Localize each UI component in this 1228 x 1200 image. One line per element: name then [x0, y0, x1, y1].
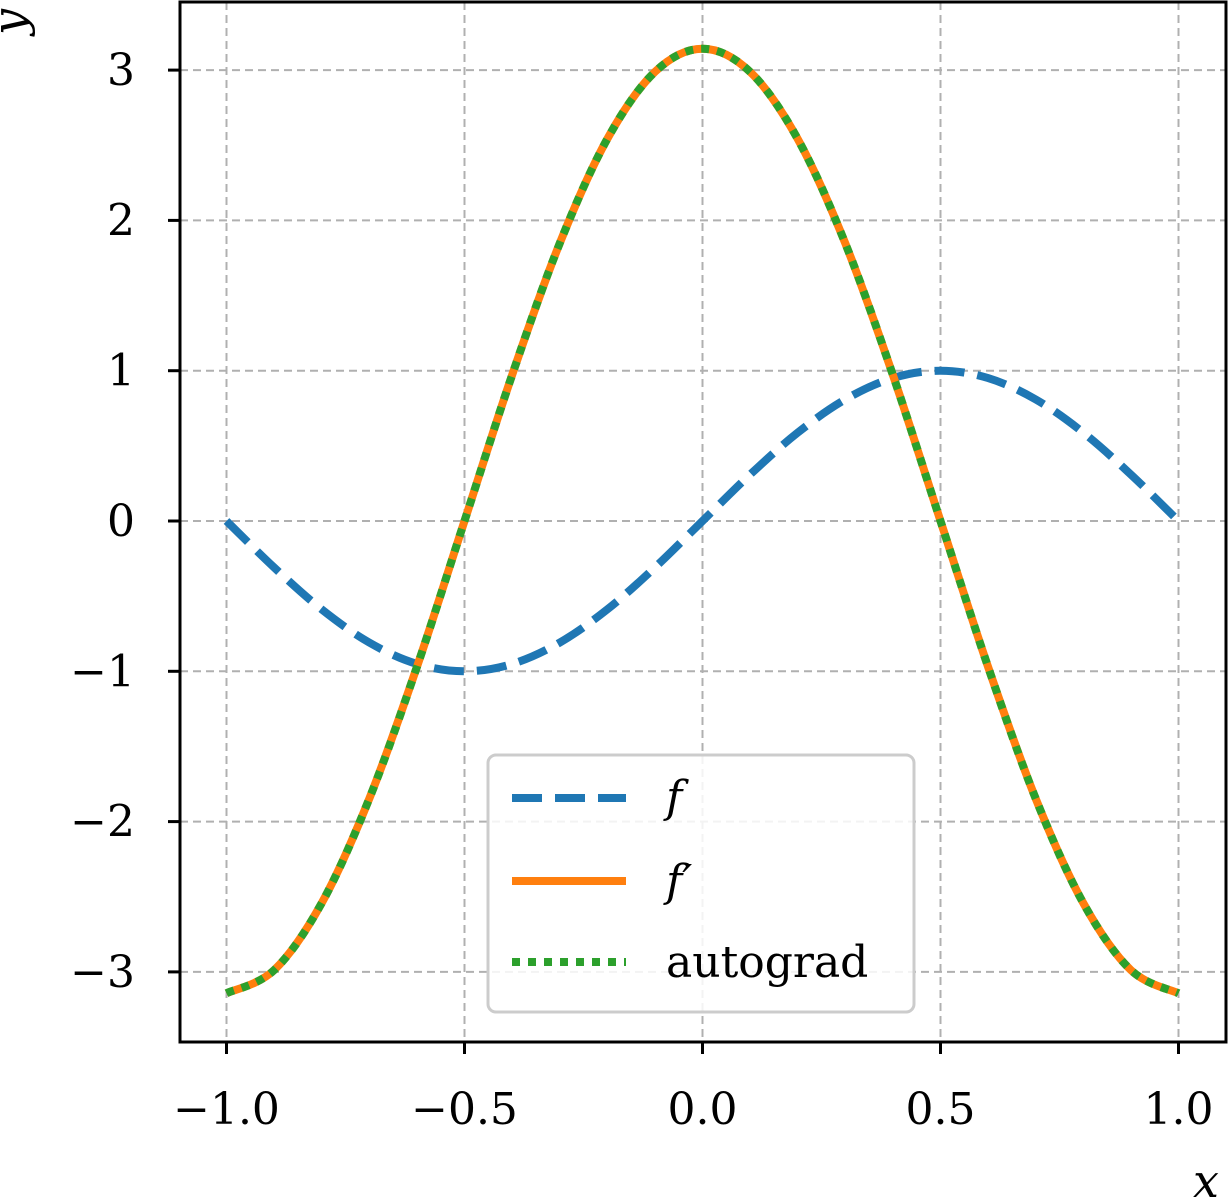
x-tick-label: 0.0: [668, 1084, 738, 1135]
x-axis-label: x: [1193, 1154, 1219, 1200]
y-tick-label: 0: [107, 496, 135, 547]
legend-label-f-prime: f′: [663, 856, 692, 907]
legend: f f′ autograd: [486, 753, 916, 1014]
x-tick-label: −0.5: [411, 1084, 518, 1135]
series-line-autograd: [224, 44, 1181, 997]
x-tick-label: 1.0: [1144, 1084, 1214, 1135]
y-tick-label: −1: [70, 646, 135, 697]
legend-label-autograd: autograd: [666, 937, 868, 988]
x-tick-label: 0.5: [906, 1084, 976, 1135]
x-tick-label: −1.0: [173, 1084, 280, 1135]
y-axis-label: y: [0, 8, 36, 37]
ticks: −1.0 −0.5 0.0 0.5 1.0 −3 −2 −1 0 1 2 3: [70, 45, 1213, 1135]
series-line-f: [223, 366, 1182, 676]
legend-box: [486, 753, 916, 1014]
y-tick-label: −2: [70, 797, 135, 848]
y-tick-label: −3: [70, 947, 135, 998]
series-group: [223, 44, 1182, 997]
y-tick-label: 2: [107, 195, 135, 246]
y-tick-label: 1: [107, 346, 135, 397]
y-tick-label: 3: [107, 45, 135, 96]
